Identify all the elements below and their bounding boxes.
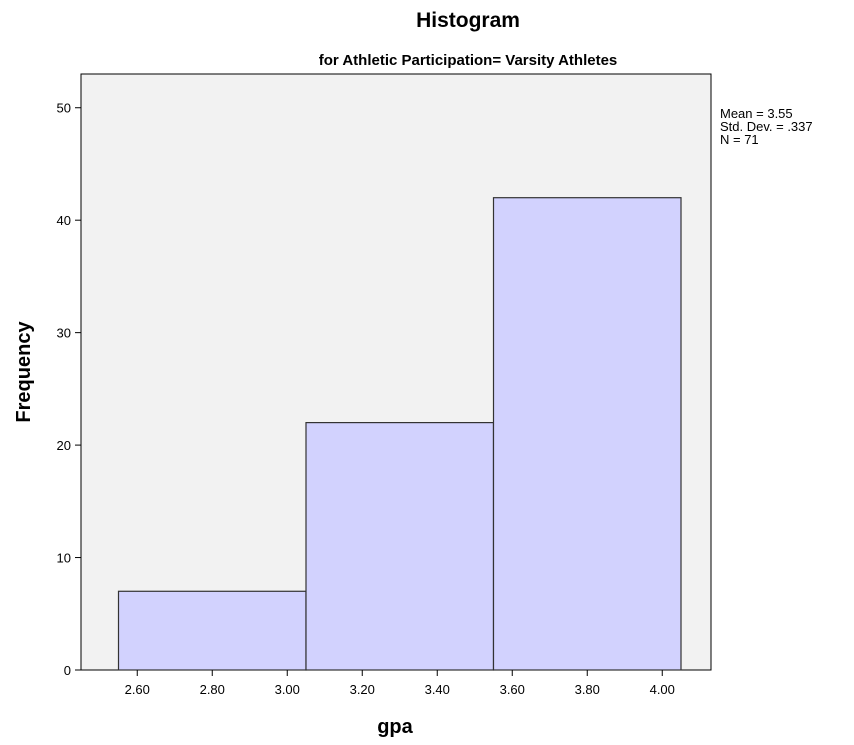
x-tick-label-0: 2.60 [125, 682, 150, 697]
x-tick-label-2: 3.00 [275, 682, 300, 697]
x-tick-label-4: 3.40 [425, 682, 450, 697]
x-tick-label-1: 2.80 [200, 682, 225, 697]
histogram-bar-2 [305, 422, 495, 671]
x-tick-label-6: 3.80 [575, 682, 600, 697]
y-tick-label-0: 0 [64, 663, 71, 678]
x-tick-label-5: 3.60 [500, 682, 525, 697]
x-axis-label: gpa [377, 716, 413, 738]
bars-group [117, 197, 682, 671]
stat-mean: Mean = 3.55 [720, 106, 793, 121]
stat-n: N = 71 [720, 132, 759, 147]
x-tick-label-7: 4.00 [650, 682, 675, 697]
y-axis: 0 10 20 30 40 50 [57, 101, 81, 678]
summary-stats: Mean = 3.55 Std. Dev. = .337 N = 71 [720, 106, 813, 147]
x-axis: 2.60 2.80 3.00 3.20 3.40 3.60 3.80 4.00 [125, 670, 675, 697]
y-tick-label-1: 10 [57, 551, 71, 566]
chart-title: Histogram [416, 9, 520, 32]
stat-std-dev: Std. Dev. = .337 [720, 119, 813, 134]
x-tick-label-3: 3.20 [350, 682, 375, 697]
y-tick-label-4: 40 [57, 213, 71, 228]
histogram-bar-3 [492, 197, 682, 671]
y-axis-label: Frequency [13, 321, 35, 423]
histogram-bar-1 [117, 590, 307, 671]
y-tick-label-2: 20 [57, 438, 71, 453]
chart-subtitle: for Athletic Participation= Varsity Athl… [319, 52, 618, 69]
y-tick-label-3: 30 [57, 326, 71, 341]
y-tick-label-5: 50 [57, 101, 71, 116]
